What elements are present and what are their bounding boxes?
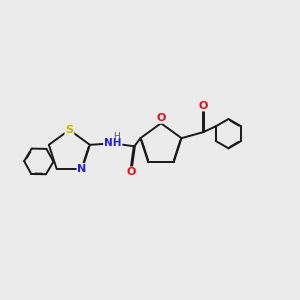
Text: N: N xyxy=(77,164,87,174)
Text: O: O xyxy=(156,113,166,123)
Text: O: O xyxy=(198,100,208,110)
Text: S: S xyxy=(65,125,74,135)
Text: O: O xyxy=(127,167,136,177)
Text: H: H xyxy=(113,132,120,141)
Text: NH: NH xyxy=(104,138,122,148)
